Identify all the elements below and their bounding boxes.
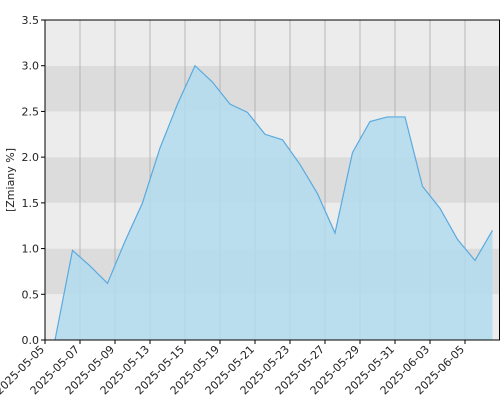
y-tick-label: 0.0 — [22, 334, 40, 347]
area-fill — [55, 65, 493, 340]
y-axis-label: [Zmiany %] — [4, 148, 17, 212]
y-tick-label: 1.0 — [22, 243, 40, 256]
y-tick-label: 2.0 — [22, 151, 40, 164]
y-tick-label: 1.5 — [22, 197, 40, 210]
y-tick-label: 2.5 — [22, 105, 40, 118]
grid-band — [45, 20, 500, 66]
y-tick-label: 0.5 — [22, 288, 40, 301]
y-tick-label: 3.5 — [22, 14, 40, 27]
grid-band — [45, 65, 500, 112]
y-tick-label: 3.0 — [22, 60, 40, 73]
area-line — [54, 64, 494, 341]
